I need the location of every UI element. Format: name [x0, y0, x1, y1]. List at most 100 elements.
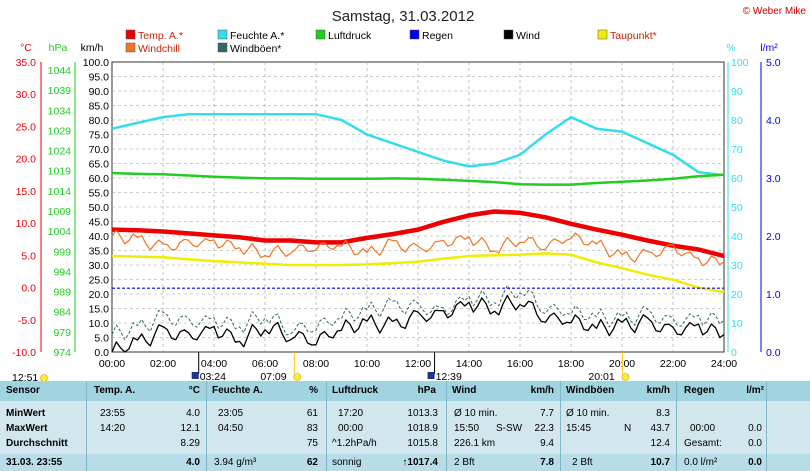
wind-tick-label: 25.0 — [89, 275, 110, 287]
row-label: Durchschnitt — [6, 438, 68, 449]
cell: 0.0 — [748, 423, 762, 434]
current-pressure: ↑1017.4 — [402, 457, 438, 468]
wind-tick-label: 35.0 — [89, 246, 110, 258]
header-temp: Temp. A. — [94, 385, 136, 396]
temp-tick-label: 30.0 — [16, 89, 37, 101]
temp-tick-label: -10.0 — [12, 347, 36, 359]
temp-tick-label: 20.0 — [16, 154, 37, 166]
current-rain-day: 0.0 l/m² — [684, 457, 718, 468]
temp-tick-label: 0.0 — [21, 283, 36, 295]
wind-tick-label: 60.0 — [89, 173, 110, 185]
moon-icon — [191, 372, 199, 379]
x-tick-label: 14:00 — [456, 358, 482, 370]
x-tick-label: 04:00 — [201, 358, 227, 370]
cell: 7.7 — [540, 408, 554, 419]
humidity-axis-unit: % — [726, 42, 735, 54]
wind-tick-label: 45.0 — [89, 217, 110, 229]
wind-tick-label: 5.0 — [94, 333, 109, 345]
row-label: MaxWert — [6, 423, 48, 434]
temp-tick-label: -5.0 — [18, 315, 36, 327]
weather-chart: Samstag, 31.03.2012 © Weber Mike Temp. A… — [12, 6, 807, 381]
legend-label: Windböen* — [230, 43, 281, 55]
wind-tick-label: 15.0 — [89, 304, 110, 316]
markers: 12:51 03:24 07:09 12:39 20:01 — [12, 352, 630, 381]
x-tick-label: 06:00 — [252, 358, 278, 370]
wind-tick-label: 100.0 — [83, 57, 109, 69]
humidity-tick-label: 100 — [731, 57, 749, 69]
moon-icon — [427, 372, 435, 379]
legend: Temp. A.* Feuchte A.* Luftdruck Regen Wind Ta… — [125, 29, 657, 55]
legend-label: Feuchte A.* — [230, 30, 284, 42]
marker-left-time: 12:51 — [12, 372, 38, 381]
cell: 43.7 — [650, 423, 670, 434]
pressure-tick-label: 1039 — [48, 85, 72, 97]
current-rain: 0.0 — [748, 457, 762, 468]
pressure-tick-label: 1019 — [48, 166, 72, 178]
sun-icon — [40, 374, 48, 381]
cell: 4.0 — [186, 408, 200, 419]
temp-tick-label: 5.0 — [21, 250, 36, 262]
header-temp-unit: °C — [188, 385, 200, 396]
pressure-tick-label: 1004 — [48, 226, 72, 238]
wind-tick-label: 75.0 — [89, 130, 110, 142]
pressure-tick-label: 979 — [53, 327, 71, 339]
header-rain: Regen — [684, 385, 715, 396]
cell: 61 — [306, 408, 318, 419]
cell: 00:00 — [690, 423, 716, 434]
axes: 00:00 02:00 04:00 06:00 08:00 10:00 12:00 14:00… — [12, 42, 781, 370]
x-tick-label: 22:00 — [660, 358, 686, 370]
legend-label: Regen — [422, 30, 453, 42]
cell: 1013.3 — [407, 408, 438, 419]
rain-tick-label: 5.0 — [766, 57, 781, 69]
pressure-tick-label: 999 — [53, 246, 71, 258]
series-line — [111, 229, 725, 267]
grid — [111, 61, 725, 353]
cell: 8.3 — [656, 408, 670, 419]
header-sensor: Sensor — [6, 385, 40, 396]
wind-tick-label: 30.0 — [89, 260, 110, 272]
cell: ^1.2hPa/h — [332, 438, 377, 449]
header-wind-unit: km/h — [530, 385, 554, 396]
pressure-tick-label: 1009 — [48, 206, 72, 218]
current-forecast: sonnig — [332, 457, 362, 468]
humidity-tick-label: 0 — [731, 347, 737, 359]
humidity-tick-label: 10 — [731, 318, 743, 330]
header-wind: Wind — [452, 385, 477, 396]
humidity-tick-label: 30 — [731, 260, 743, 272]
wind-axis-unit: km/h — [81, 42, 104, 54]
current-label: 31.03. 23:55 — [6, 457, 63, 468]
current-wind-bft: 2 Bft — [454, 457, 475, 468]
wind-tick-label: 20.0 — [89, 289, 110, 301]
sunset-time: 20:01 — [588, 371, 614, 381]
moonset-time: 12:39 — [436, 371, 462, 381]
pressure-tick-label: 989 — [53, 287, 71, 299]
cell: N — [624, 423, 632, 434]
current-abs-humidity: 3.94 g/m³ — [214, 457, 257, 468]
wind-tick-label: 65.0 — [89, 159, 110, 171]
legend-swatch — [217, 29, 228, 40]
rain-tick-label: 2.0 — [766, 231, 781, 243]
legend-label: Windchill — [138, 43, 180, 55]
header-rain-unit: l/m² — [746, 385, 764, 396]
humidity-tick-label: 50 — [731, 202, 743, 214]
pressure-tick-label: 994 — [53, 266, 71, 278]
cell: 00:00 — [338, 423, 364, 434]
cell: 15:45 — [566, 423, 592, 434]
legend-swatch — [315, 29, 326, 40]
cell: 12.1 — [180, 423, 200, 434]
plot-area — [111, 112, 725, 353]
cell: 17:20 — [338, 408, 364, 419]
pressure-tick-label: 1044 — [48, 65, 72, 77]
cell: 23:55 — [100, 408, 126, 419]
x-tick-label: 08:00 — [303, 358, 329, 370]
series-line — [111, 112, 725, 177]
humidity-tick-label: 80 — [731, 115, 743, 127]
table-current-band — [0, 454, 810, 471]
current-gust-bft: 2 Bft — [572, 457, 593, 468]
legend-swatch — [597, 29, 608, 40]
legend-swatch — [125, 42, 136, 53]
cell: 9.4 — [540, 438, 554, 449]
cell: 23:05 — [218, 408, 244, 419]
x-tick-label: 02:00 — [150, 358, 176, 370]
credit-label: © Weber Mike — [743, 6, 807, 17]
